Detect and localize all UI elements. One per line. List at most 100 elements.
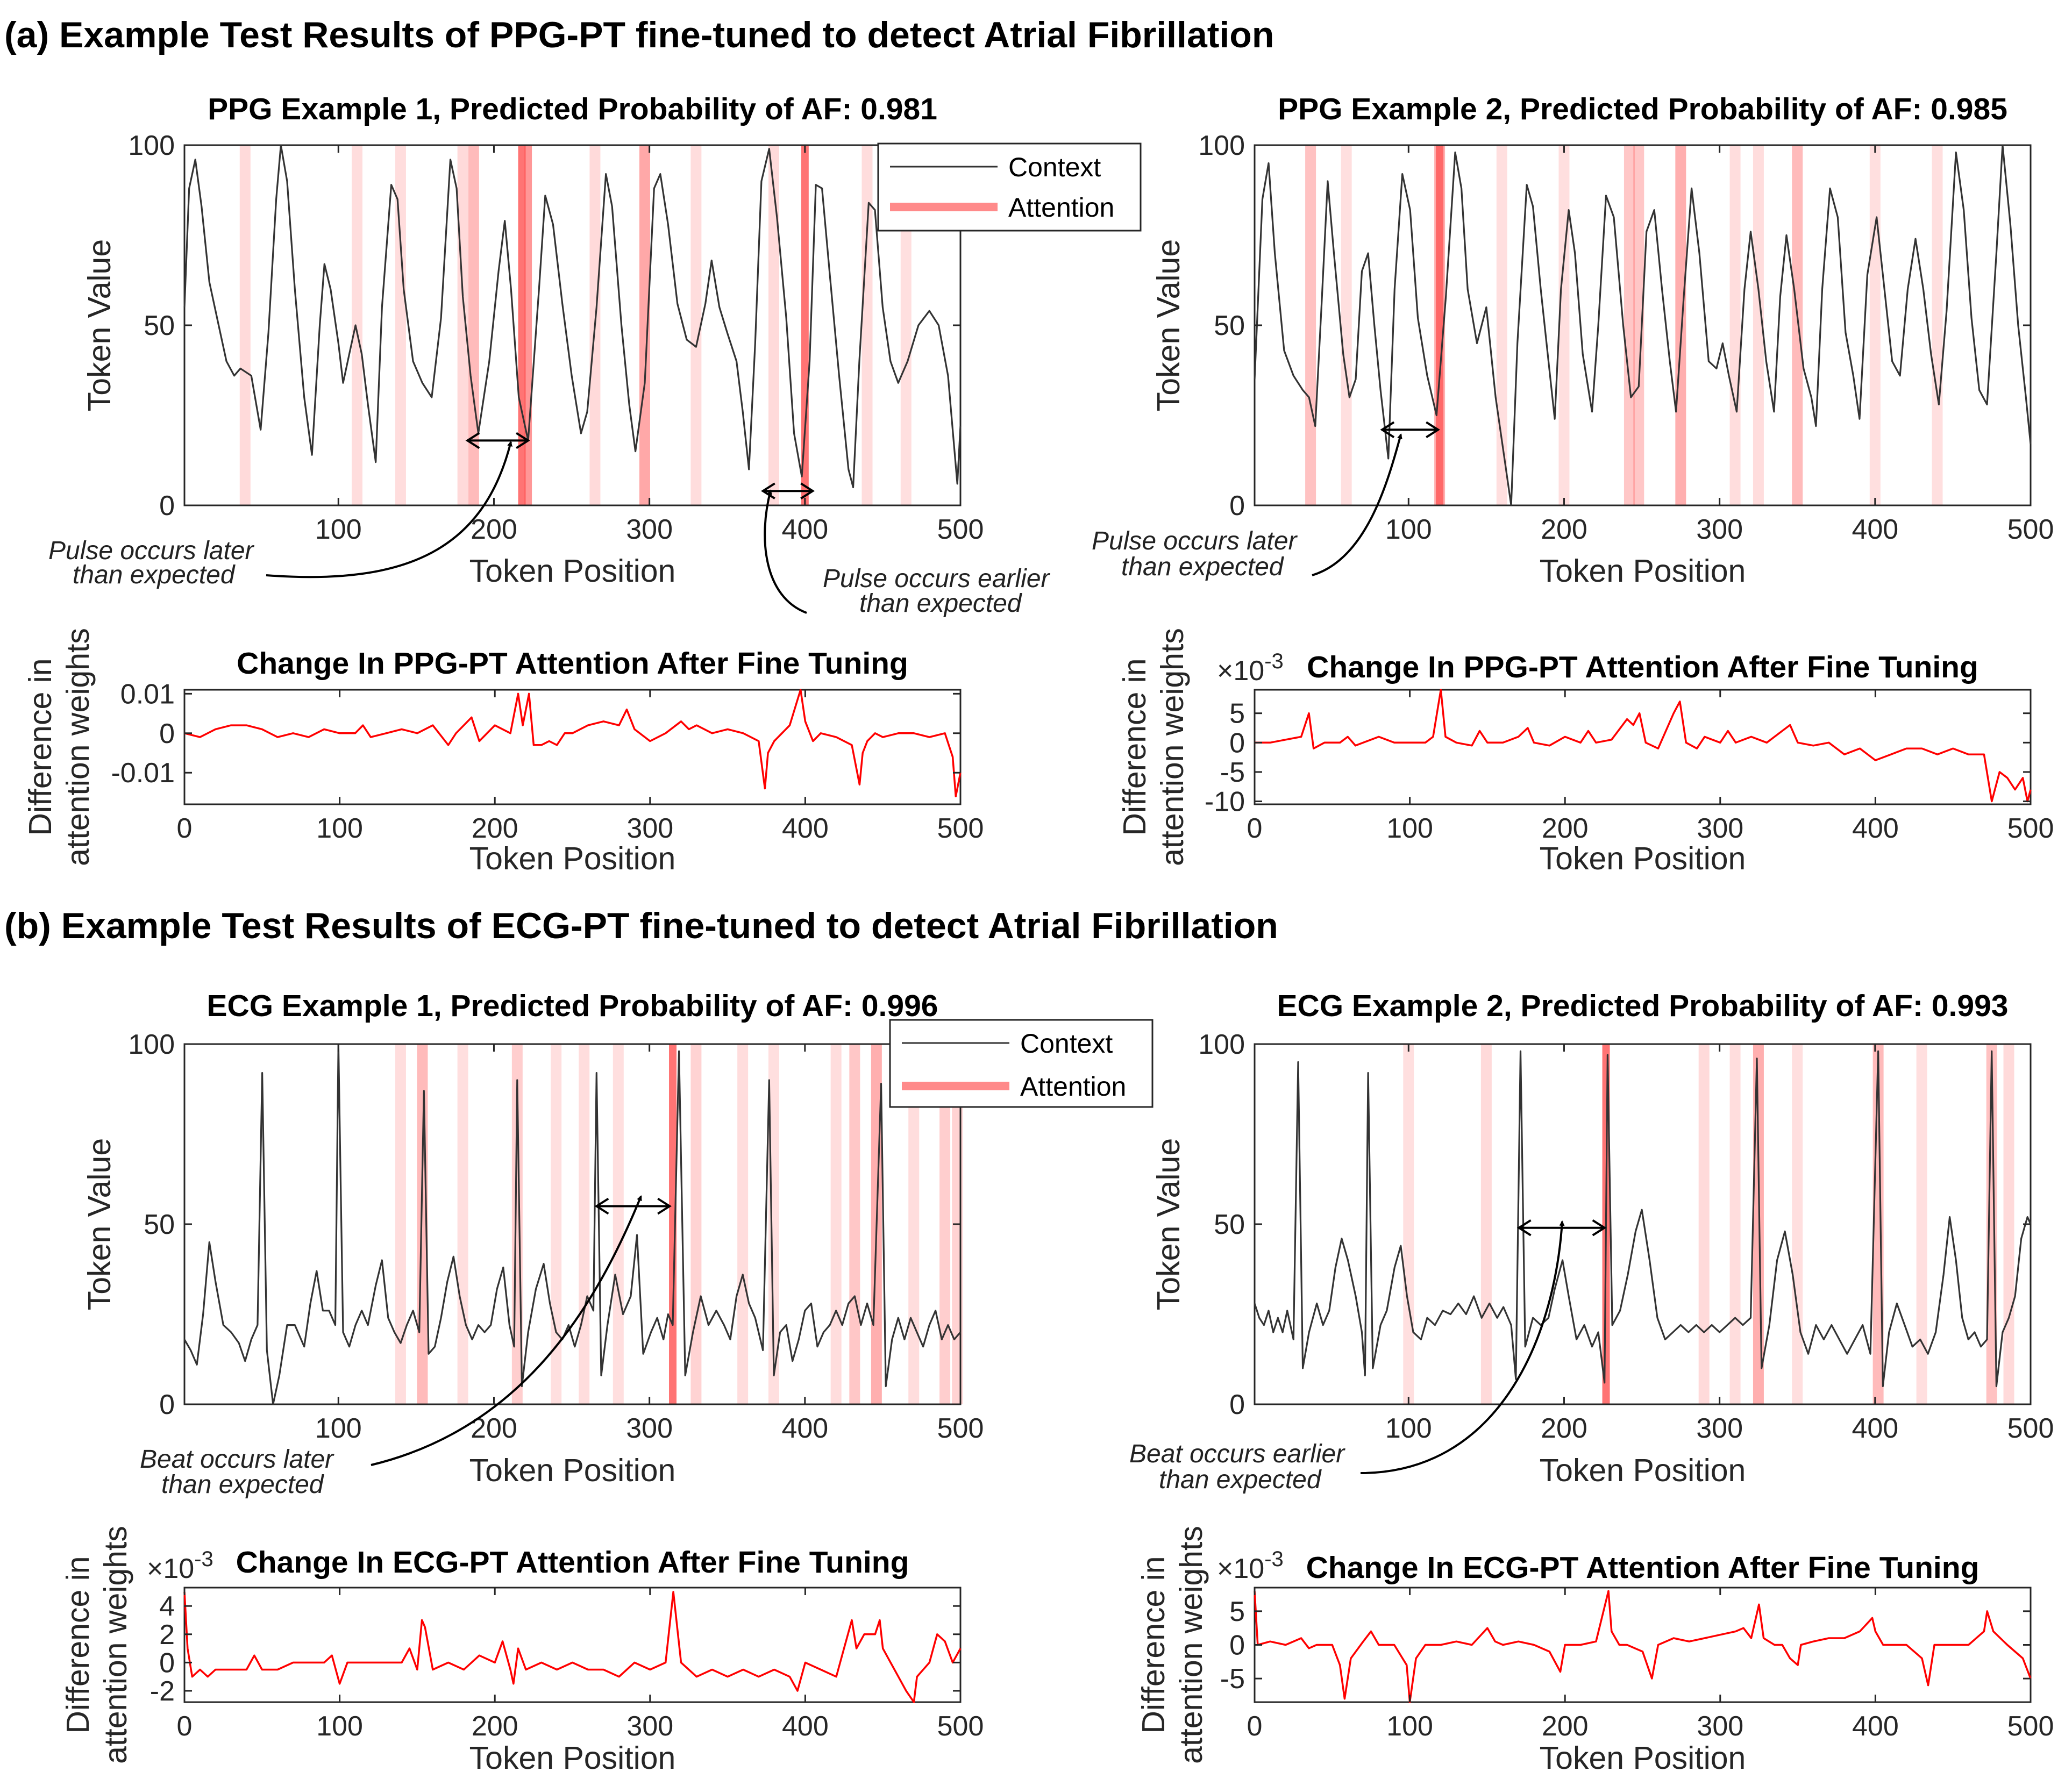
section-a-title: (a) Example Test Results of PPG-PT fine-… [4, 15, 1274, 55]
annotation-ecg1-later: Beat occurs later than expected [140, 1195, 642, 1499]
interval-arrowhead-left [1380, 421, 1395, 438]
x-tick-label: 200 [1541, 514, 1587, 545]
x-tick-label: 400 [1852, 1413, 1898, 1444]
legend-ecg1: Context Attention [889, 1019, 1154, 1108]
attention-band [524, 145, 532, 505]
attention-band [1792, 1044, 1803, 1404]
x-tick-label: 200 [1542, 1711, 1589, 1742]
legend-context-label: Context [1020, 1028, 1113, 1059]
legend-attention-label: Attention [1008, 192, 1114, 223]
y-tick-label: 0 [159, 1647, 175, 1678]
y-tick-label: 100 [128, 130, 175, 161]
legend-box [889, 1019, 1154, 1108]
ppg-example-2-chart: 100 200 300 400 500 0 50 100 PPG Example 2, Pred… [1151, 92, 2054, 589]
y-tick-label: -10 [1205, 787, 1245, 818]
interval-arrowhead-left [1516, 1219, 1532, 1237]
x-tick-label: 500 [2007, 514, 2054, 545]
attention-band [1753, 1044, 1764, 1404]
attention-band [551, 1044, 562, 1404]
attention-band [518, 145, 526, 505]
panel-title: Change In ECG-PT Attention After Fine Tu… [1306, 1551, 1980, 1585]
attention-band [1436, 145, 1444, 505]
y-tick-label: 2 [159, 1619, 175, 1651]
x-tick-label: 500 [937, 514, 984, 545]
y-axis-label-line-2: attention weights [98, 1526, 133, 1764]
ppg-example-1-chart: 100 200 300 400 500 0 50 100 PPG Example 1, Pred… [82, 92, 984, 589]
annotation-ppg2-later: Pulse occurs later than expected [1092, 433, 1402, 581]
x-tick-label: 500 [937, 813, 984, 844]
attention-difference-line [1254, 1590, 2032, 1703]
y-tick-label: 0 [159, 718, 175, 749]
attention-band [900, 145, 912, 505]
attention-band [1916, 1044, 1927, 1404]
attention-band [1792, 145, 1803, 505]
x-tick-label: 100 [1386, 813, 1433, 844]
legend-context-label: Context [1008, 152, 1101, 182]
attention-band [849, 1044, 860, 1404]
annotation-line-2: than expected [1159, 1466, 1322, 1494]
attention-band [395, 1044, 406, 1404]
section-b-title: (b) Example Test Results of ECG-PT fine-… [4, 905, 1278, 946]
y-tick-label: 50 [144, 1209, 175, 1240]
interval-arrowhead-right [1426, 421, 1440, 438]
attention-band [1496, 145, 1507, 505]
x-tick-label: 0 [1247, 1711, 1263, 1742]
y-axis-label: Token Value [1151, 239, 1186, 411]
attention-band [1341, 145, 1352, 505]
attention-band [1932, 145, 1943, 505]
x-tick-label: 400 [781, 1413, 828, 1444]
x-tick-label: 100 [1385, 514, 1432, 545]
context-signal-line [1254, 1050, 2032, 1388]
x-tick-label: 100 [1386, 1711, 1433, 1742]
x-tick-label: 300 [1696, 514, 1743, 545]
attention-band [690, 145, 702, 505]
panel-title: ECG Example 1, Predicted Probability of … [207, 989, 938, 1023]
y-axis-label-line-2: attention weights [60, 628, 96, 866]
x-tick-label: 0 [177, 1711, 193, 1742]
x-tick-label: 200 [1542, 813, 1589, 844]
x-tick-label: 500 [2007, 1413, 2054, 1444]
attention-band [457, 1044, 468, 1404]
x-tick-label: 400 [1852, 1711, 1899, 1742]
x-tick-label: 500 [2007, 813, 2054, 844]
panel-title: Change In PPG-PT Attention After Fine Tu… [237, 646, 908, 681]
y-axis-label-line-1: Difference in [1117, 658, 1152, 835]
y-tick-label: 0 [159, 490, 175, 521]
attention-band [939, 1044, 951, 1404]
x-tick-label: 100 [1385, 1413, 1432, 1444]
x-tick-label: 100 [315, 1413, 362, 1444]
plot-area-frame [183, 1587, 962, 1703]
x-tick-label: 100 [316, 1711, 363, 1742]
annotation-line-1: Pulse occurs later [1092, 527, 1298, 555]
attention-band [1633, 145, 1644, 505]
x-tick-label: 500 [937, 1711, 984, 1742]
attention-band [457, 145, 468, 505]
attention-band [395, 145, 406, 505]
y-axis-label-line-1: Difference in [1136, 1556, 1171, 1733]
x-tick-label: 100 [316, 813, 363, 844]
y-tick-label: 0 [1229, 490, 1245, 521]
legend-attention-label: Attention [1020, 1071, 1126, 1102]
attention-band [768, 1044, 779, 1404]
x-tick-label: 400 [781, 514, 828, 545]
y-tick-label: 5 [1229, 698, 1245, 730]
interval-arrowhead-left [761, 482, 775, 499]
attention-band [1986, 1044, 1997, 1404]
attention-band [669, 1044, 677, 1404]
interval-arrowhead-right [657, 1197, 672, 1215]
x-axis-label: Token Position [469, 841, 676, 876]
x-tick-label: 0 [177, 813, 193, 844]
interval-arrowhead-right [1592, 1219, 1607, 1237]
y-tick-label: -5 [1220, 757, 1245, 788]
x-tick-label: 400 [1852, 514, 1898, 545]
attention-band [239, 145, 251, 505]
y-axis-label: Token Value [82, 1138, 117, 1310]
attention-band [579, 1044, 590, 1404]
x-tick-label: 300 [626, 1413, 673, 1444]
attention-band [737, 1044, 749, 1404]
interval-arrowhead-right [800, 482, 815, 499]
x-axis-label: Token Position [469, 1453, 676, 1488]
annotation-ppg1-later: Pulse occurs later than expected [48, 441, 512, 589]
annotation-line-1: Pulse occurs later [48, 537, 255, 565]
